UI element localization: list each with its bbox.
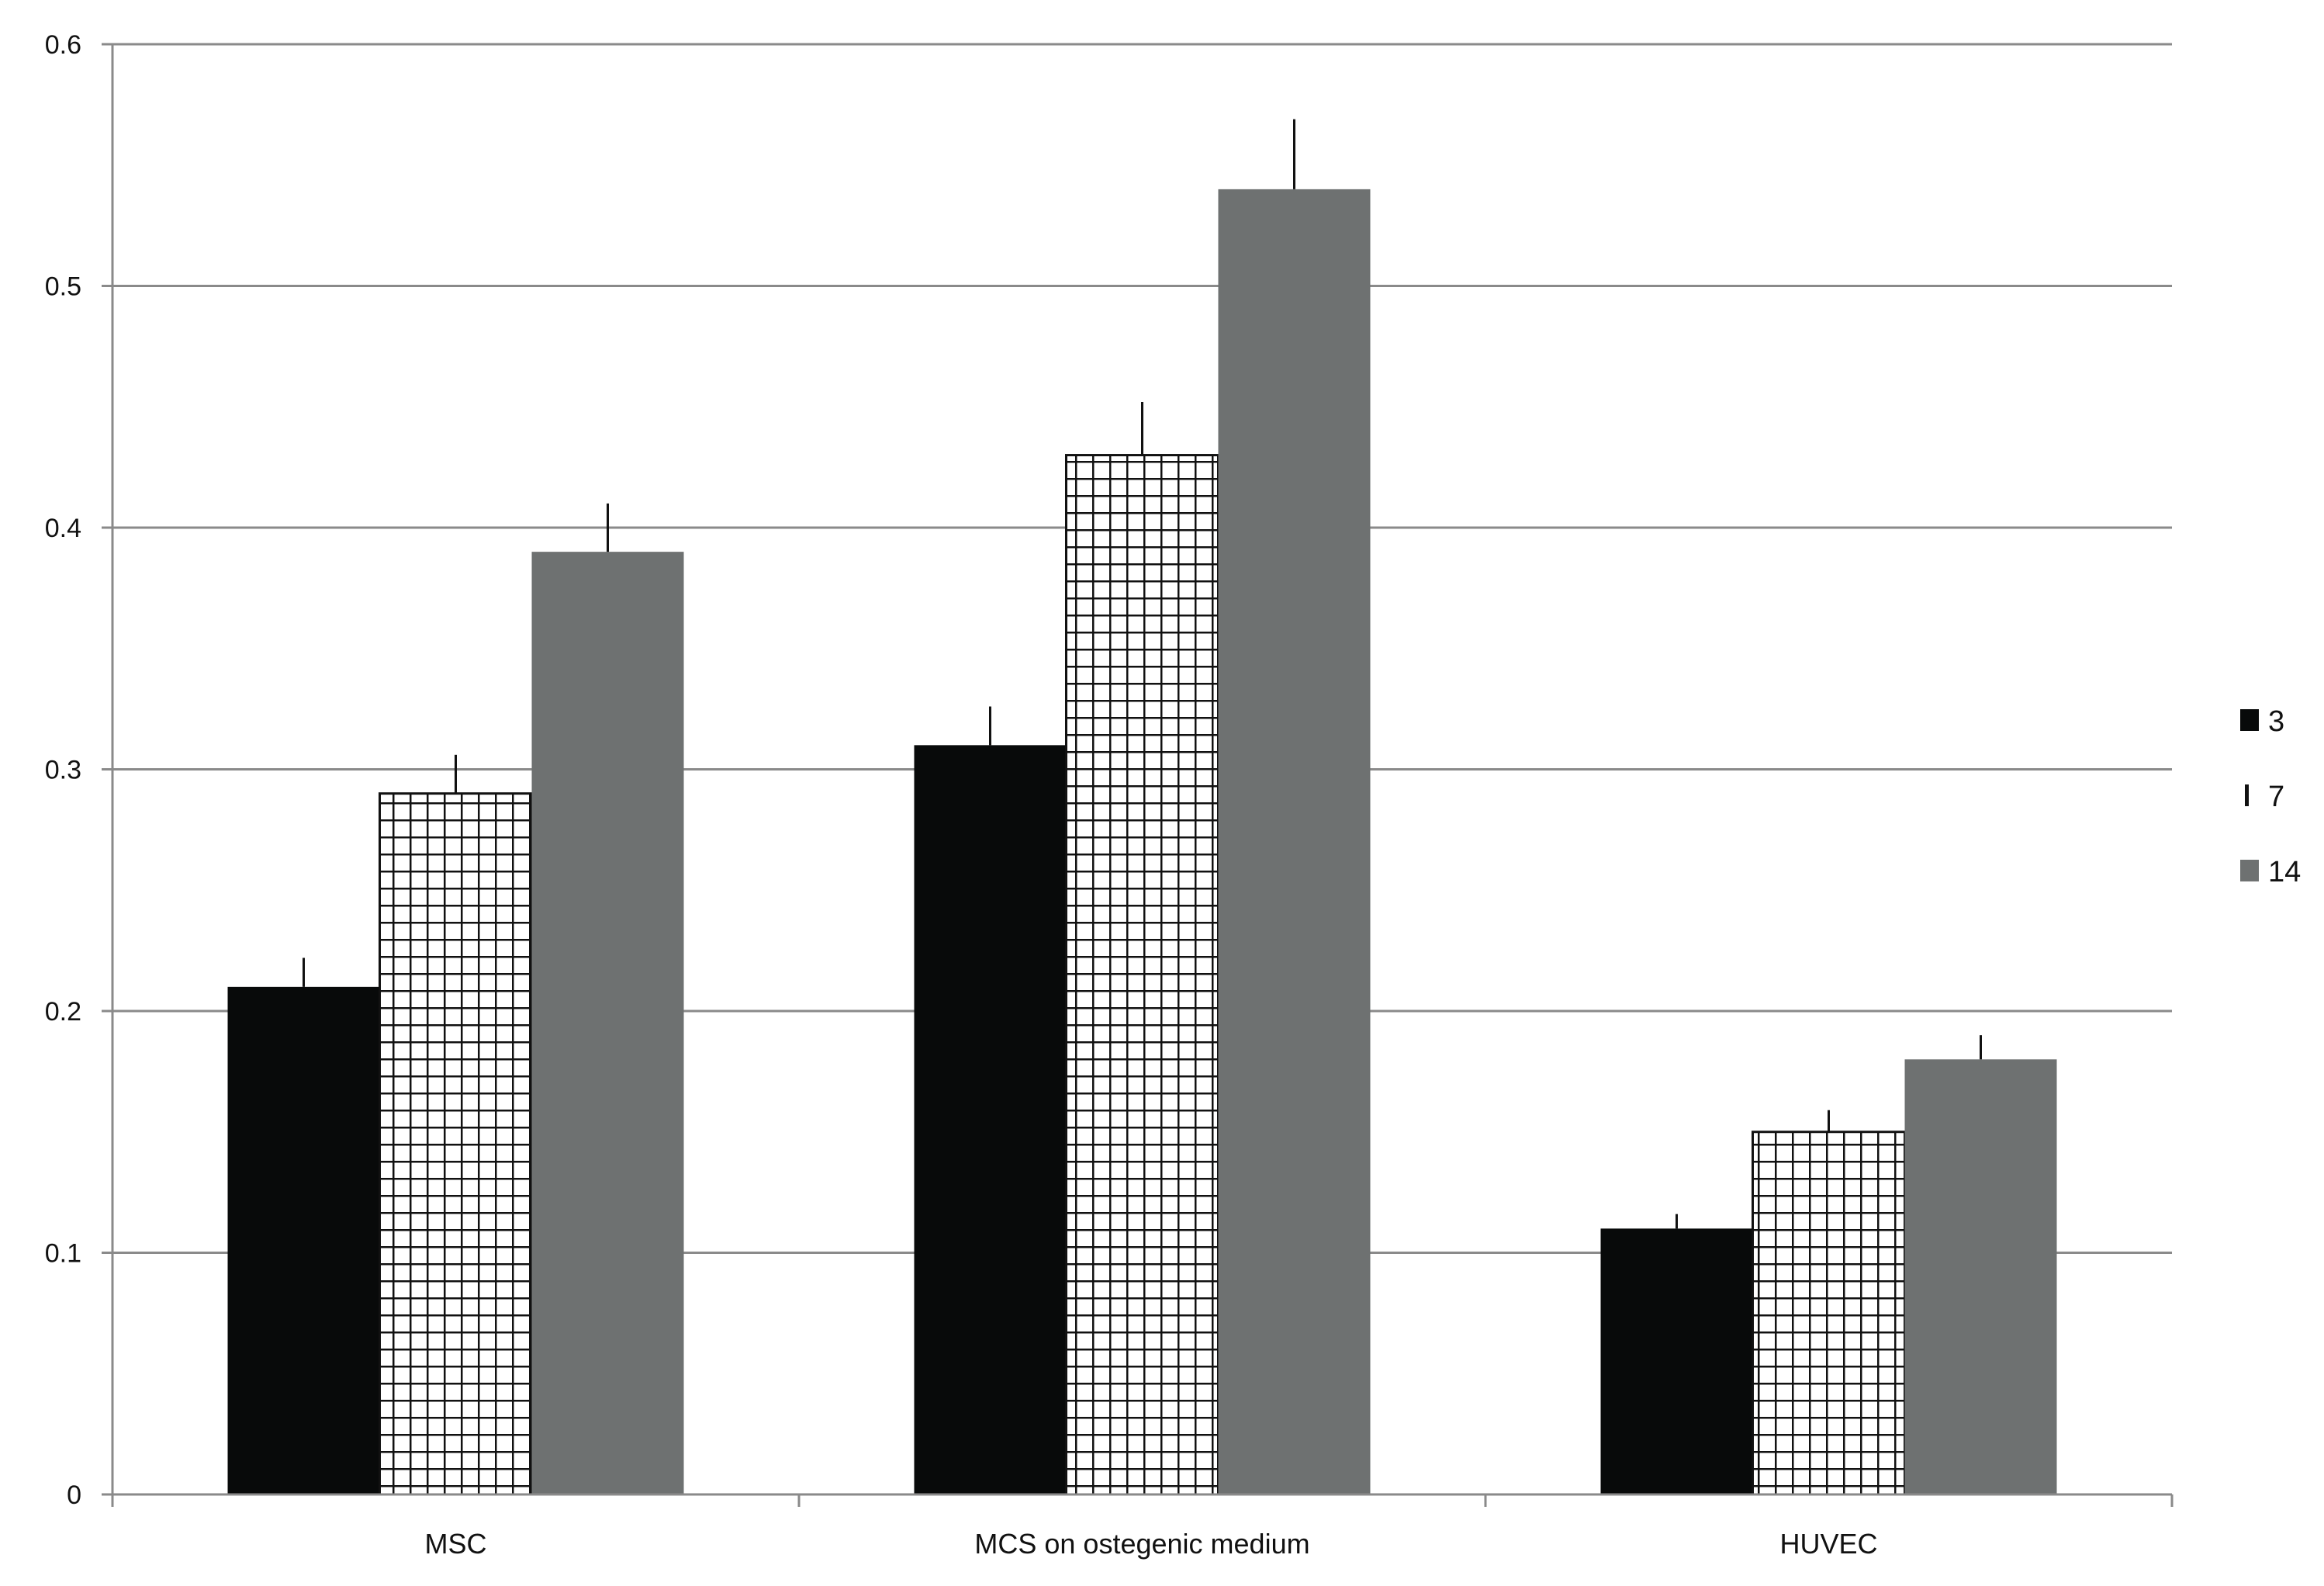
x-category-label: HUVEC: [1779, 1528, 1877, 1560]
legend-item: 7: [2245, 781, 2284, 813]
legend-label: 14: [2268, 856, 2301, 888]
bar-3: [1600, 1228, 1753, 1494]
bar-3: [227, 986, 380, 1494]
x-category-label: MCS on ostegenic medium: [974, 1528, 1309, 1560]
legend-label: 7: [2268, 781, 2284, 813]
axes: [102, 43, 2174, 1507]
legend-label: 3: [2268, 705, 2284, 738]
y-tick-label: 0.3: [45, 756, 81, 785]
x-category-label: MSC: [425, 1528, 487, 1560]
y-tick-labels: 0 0.1 0.2 0.3 0.4 0.5 0.6: [45, 30, 81, 1510]
bar-14: [1904, 1059, 2057, 1494]
legend-swatch: [2245, 784, 2249, 806]
y-tick-label: 0: [67, 1480, 81, 1510]
legend-item: 3: [2240, 705, 2284, 738]
bar-3: [914, 745, 1067, 1494]
legend-item: 14: [2240, 856, 2301, 888]
bar-14: [531, 552, 684, 1494]
y-tick-label: 0.5: [45, 272, 81, 302]
legend-swatch: [2240, 860, 2259, 881]
legend: 3 7 14: [2240, 705, 2301, 888]
y-tick-label: 0.4: [45, 514, 81, 543]
y-tick-label: 0.6: [45, 30, 81, 60]
bar-7: [1752, 1131, 1906, 1496]
bar-7: [1065, 454, 1219, 1496]
y-tick-label: 0.1: [45, 1239, 81, 1269]
error-bars: [303, 119, 1982, 1229]
bars: [227, 189, 2057, 1496]
y-tick-label: 0.2: [45, 997, 81, 1027]
bar-14: [1218, 189, 1371, 1494]
bar-7: [379, 792, 533, 1496]
x-tick-labels: MSC MCS on ostegenic medium HUVEC: [425, 1528, 1878, 1560]
legend-swatch: [2240, 709, 2259, 731]
